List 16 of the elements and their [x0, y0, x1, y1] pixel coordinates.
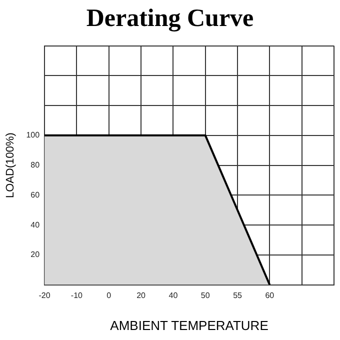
- y-tick-label: 60: [30, 190, 40, 200]
- x-tick-label: 60: [265, 290, 275, 300]
- y-tick-label: 20: [30, 250, 40, 260]
- x-tick-label: -20: [38, 290, 51, 300]
- x-tick-label: 50: [200, 290, 210, 300]
- y-axis-title: LOAD(100%): [4, 132, 17, 198]
- y-tick-label: 80: [30, 160, 40, 170]
- chart-title: Derating Curve: [85, 4, 255, 34]
- y-tick-label: 100: [26, 130, 40, 140]
- x-tick-label: 40: [168, 290, 178, 300]
- x-tick-label: 0: [106, 290, 112, 300]
- x-axis-title: AMBIENT TEMPERATURE: [110, 318, 269, 333]
- x-tick-label: 55: [233, 290, 243, 300]
- x-tick-label: 20: [136, 290, 146, 300]
- y-tick-label: 40: [30, 220, 40, 230]
- x-tick-label: -10: [70, 290, 84, 300]
